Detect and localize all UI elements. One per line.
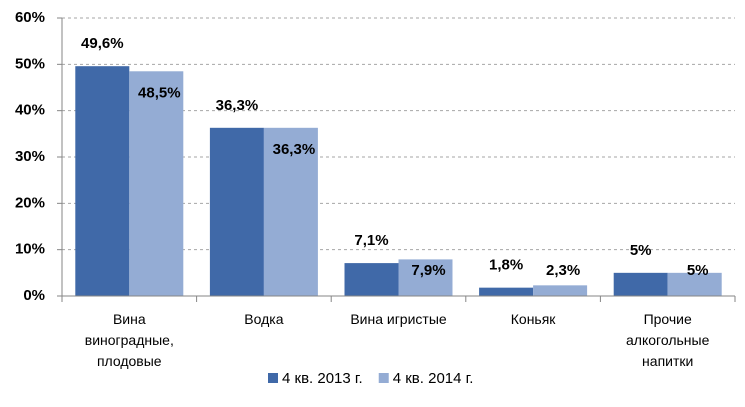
bar — [533, 285, 588, 296]
data-label: 2,3% — [546, 262, 580, 279]
data-label: 5% — [687, 262, 709, 279]
legend-label: 4 кв. 2014 г. — [393, 370, 474, 387]
bar — [398, 259, 453, 296]
y-tick-label: 20% — [15, 194, 45, 211]
x-tick-label: Прочие алкогольные напитки — [626, 311, 710, 369]
legend-swatch — [268, 373, 278, 383]
y-tick-label: 40% — [15, 102, 45, 119]
bar — [479, 287, 534, 296]
data-label: 36,3% — [216, 97, 259, 114]
bar — [667, 272, 722, 296]
bar — [344, 263, 399, 296]
y-tick-label: 0% — [23, 287, 45, 304]
data-label: 1,8% — [489, 257, 523, 274]
x-tick-label: Водка — [244, 311, 284, 327]
legend-label: 4 кв. 2013 г. — [282, 370, 363, 387]
data-label: 49,6% — [81, 35, 124, 52]
data-label: 5% — [630, 242, 652, 259]
bar — [129, 71, 184, 297]
y-tick-label: 60% — [15, 9, 45, 26]
bar — [263, 127, 318, 296]
bar — [613, 272, 668, 296]
x-tick-label: Вина игристые — [350, 311, 447, 327]
data-label: 36,3% — [273, 141, 316, 158]
data-label: 7,1% — [354, 232, 388, 249]
legend-swatch — [378, 373, 389, 383]
y-tick-label: 50% — [15, 55, 45, 72]
bar — [75, 66, 130, 296]
y-tick-label: 30% — [15, 148, 45, 165]
data-label: 48,5% — [138, 84, 181, 101]
data-label: 7,9% — [411, 262, 445, 279]
bar — [209, 127, 264, 296]
x-tick-label: Вина виноградные, плодовые — [84, 311, 174, 369]
x-tick-label: Коньяк — [510, 311, 556, 327]
y-tick-label: 10% — [15, 241, 45, 258]
